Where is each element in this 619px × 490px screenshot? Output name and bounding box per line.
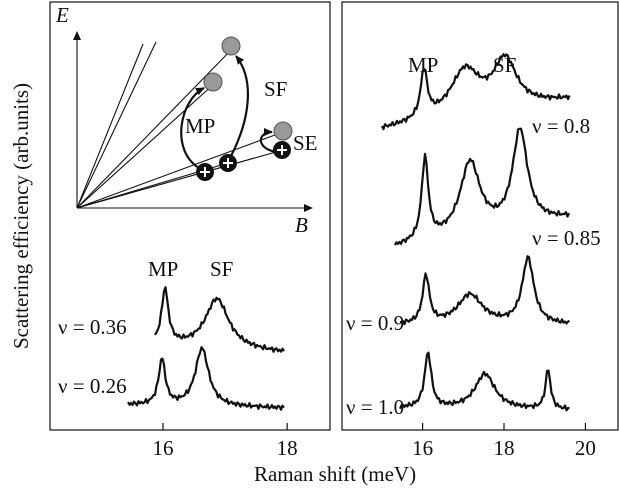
spectrum bbox=[381, 53, 571, 131]
spectrum bbox=[399, 255, 570, 326]
x-tick-label: 20 bbox=[575, 436, 596, 460]
y-label: Scattering efficiency (arb.units) bbox=[9, 83, 33, 349]
spectrum-label: ν = 1.0 bbox=[346, 395, 404, 419]
spectrum bbox=[154, 286, 285, 353]
se-label: SE bbox=[293, 131, 318, 155]
x-tick-label: 18 bbox=[277, 436, 298, 460]
x-tick-label: 16 bbox=[152, 436, 173, 460]
peak-label: SF bbox=[210, 257, 233, 281]
spectrum-label: ν = 0.8 bbox=[532, 114, 590, 138]
b-axis-label: B bbox=[295, 213, 308, 237]
e-axis-label: E bbox=[55, 3, 69, 27]
left-frame bbox=[49, 1, 331, 431]
x-label: Raman shift (meV) bbox=[254, 462, 416, 486]
mp-label: MP bbox=[185, 114, 215, 138]
x-tick-label: 16 bbox=[412, 436, 433, 460]
spectrum-label: ν = 0.85 bbox=[532, 226, 601, 250]
right-frame bbox=[341, 1, 619, 431]
spectrum-label: ν = 0.26 bbox=[58, 374, 127, 398]
spectrum bbox=[394, 127, 571, 246]
x-tick-label: 18 bbox=[494, 436, 515, 460]
spectrum-label: ν = 0.9 bbox=[346, 311, 404, 335]
spectrum bbox=[127, 346, 285, 411]
spectrum bbox=[398, 351, 570, 412]
peak-label: MP bbox=[148, 257, 178, 281]
inset: E B MP SF SE bbox=[55, 3, 318, 237]
spectrum-label: ν = 0.36 bbox=[58, 315, 127, 339]
sf-label: SF bbox=[264, 77, 287, 101]
